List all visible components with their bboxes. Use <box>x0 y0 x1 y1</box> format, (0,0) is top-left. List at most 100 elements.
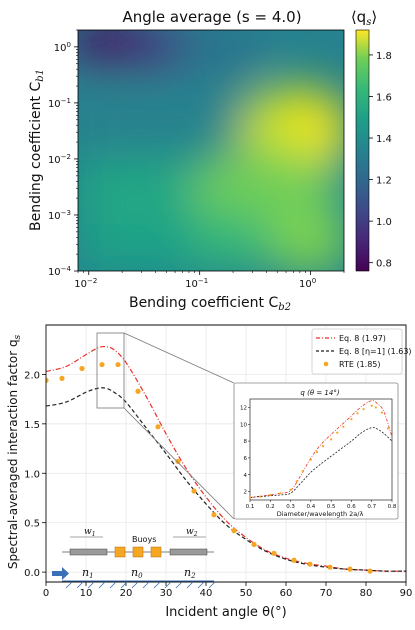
inset-y-tick-label: 10 <box>240 422 247 428</box>
water-hatch-line <box>153 581 161 589</box>
inset-x-tick-label: 0.8 <box>388 504 397 510</box>
inset-rte-marker <box>321 445 325 448</box>
inset-y-tick-label: 12 <box>240 405 247 411</box>
heatmap-x-tick-exp: 0 <box>312 277 316 285</box>
eq8-eta1-line <box>46 387 406 572</box>
heatmap-y-tick-label: 10−1 <box>48 97 71 110</box>
heatmap-y-label: Bending coefficient Cb1 <box>28 69 46 231</box>
x-tick-label: 20 <box>120 588 133 599</box>
zoom-box <box>96 332 125 409</box>
inset-y-tick-label: 8 <box>244 439 248 445</box>
rte-marker <box>79 365 85 372</box>
rte-marker <box>135 388 141 394</box>
heatmap-frame <box>77 29 345 272</box>
line-chart-y-ticks: 0.0 0.5 1.0 1.5 2.0 <box>24 370 46 579</box>
heatmap-x-tick-exp: −2 <box>87 277 97 285</box>
heatmap-y-tick-label: 100 <box>54 41 71 54</box>
heatmap-title: Angle average (s = 4.0) <box>122 8 301 26</box>
inset-rte-marker <box>362 408 365 411</box>
heatmap-x-tick-label: 10−2 <box>74 277 97 290</box>
heatmap-y-ticks: 10−4 10−3 10−2 10−1 100 <box>48 29 78 278</box>
water-hatch-line <box>109 581 117 589</box>
heatmap-y-tick-label: 10−4 <box>48 265 72 278</box>
rte-marker <box>99 361 105 368</box>
inset-x-label: Diameter/wavelength 2a/λ <box>277 510 364 518</box>
water-hatch-line <box>120 581 128 589</box>
inset-rte-marker <box>342 425 345 428</box>
legend-rte-label: RTE (1.85) <box>339 360 381 369</box>
buoy-2 <box>132 546 144 558</box>
inset-rte-marker <box>386 427 390 430</box>
colorbar-tick-label: 0.8 <box>376 259 392 270</box>
x-tick-label: 40 <box>200 588 213 599</box>
inset-rte-marker <box>374 406 377 409</box>
heatmap-y-tick-label: 10−2 <box>48 153 71 166</box>
y-tick-label: 2.0 <box>24 370 40 381</box>
inset-rte-marker <box>356 412 359 415</box>
water-hatch-line <box>65 581 73 589</box>
inset-y-tick-label: 2 <box>244 490 248 496</box>
heatmap-y-tick-exp: −3 <box>61 209 71 217</box>
heatmap-x-tick-exp: −1 <box>198 277 208 285</box>
water-hatch-line <box>76 581 84 589</box>
inset-eq8-eta1-line <box>249 427 393 498</box>
x-tick-label: 10 <box>80 588 93 599</box>
y-tick-label: 1.0 <box>24 469 40 480</box>
inset-x-tick-label: 0.4 <box>306 504 315 510</box>
colorbar-label: ⟨qs⟩ <box>351 8 377 28</box>
buoys-label: Buoys <box>132 535 156 544</box>
water-hatch <box>65 581 216 589</box>
inset-rte-marker <box>370 404 373 407</box>
heatmap-panel: Angle average (s = 4.0) 10−2 10−1 100 10−4… <box>28 8 392 313</box>
heatmap-y-tick-label: 10−3 <box>48 209 71 222</box>
rte-marker <box>271 550 277 556</box>
rte-marker <box>115 361 121 368</box>
y-tick-label: 0.0 <box>24 568 40 579</box>
x-tick-label: 0 <box>43 588 49 599</box>
inset-rte-marker <box>301 470 304 473</box>
heatmap-y-tick-exp: 0 <box>67 41 71 49</box>
heatmap-x-tick-label: 10−1 <box>185 277 208 290</box>
line-chart-frame-outline <box>45 324 407 583</box>
water-hatch-line <box>197 581 205 589</box>
rte-marker <box>155 424 161 430</box>
heatmap-x-label: Bending coefficient Cb2 <box>129 295 291 313</box>
incident-arrow-icon <box>52 567 69 580</box>
inset-y-tick-label: 6 <box>244 456 248 462</box>
inset-x-tick-label: 0.3 <box>286 504 295 510</box>
legend-eq8-label: Eq. 8 (1.97) <box>339 334 386 343</box>
rte-marker <box>59 375 65 381</box>
line-chart-panel: 0 10 20 30 40 50 60 70 80 90 0.0 0.5 1.0 1.5 2.0 Inci… <box>6 324 413 620</box>
y-tick-label: 1.5 <box>24 420 40 431</box>
x-tick-label: 60 <box>280 588 293 599</box>
eq8-line <box>46 345 406 572</box>
water-hatch-line <box>164 581 172 589</box>
inset-rte-marker <box>330 438 333 441</box>
rte-marker <box>191 488 197 494</box>
rte-marker <box>46 377 49 383</box>
inset-rte-marker <box>248 496 252 499</box>
n0-label: n0 <box>131 566 143 580</box>
colorbar-tick-label: 1.8 <box>376 51 392 62</box>
colorbar-tick-label: 1.2 <box>376 176 392 187</box>
x-tick-label: 50 <box>240 588 253 599</box>
w2-segment <box>169 548 208 556</box>
inset-axes <box>249 398 393 501</box>
inset-rte-marker <box>269 493 272 497</box>
rte-marker <box>347 566 353 572</box>
rte-marker <box>291 557 297 563</box>
inset-title: q (θ = 14°) <box>300 389 339 397</box>
y-tick-label: 0.5 <box>24 519 40 530</box>
inset-rte-marker <box>279 492 282 495</box>
legend-eq8eta-label: Eq. 8 [η=1] (1.63) <box>339 347 412 356</box>
heatmap-y-tick-exp: −2 <box>61 153 71 161</box>
x-tick-label: 90 <box>400 588 413 599</box>
inset-rte-marker <box>315 450 319 454</box>
inset-x-tick-label: 0.1 <box>246 504 255 510</box>
water-hatch-line <box>142 581 150 589</box>
rte-marker <box>231 528 237 534</box>
inset-rte-marker <box>350 418 353 421</box>
heatmap-y-tick-exp: −1 <box>61 97 71 105</box>
inset-x-tick-label: 0.7 <box>367 504 376 510</box>
rte-marker <box>175 458 181 465</box>
